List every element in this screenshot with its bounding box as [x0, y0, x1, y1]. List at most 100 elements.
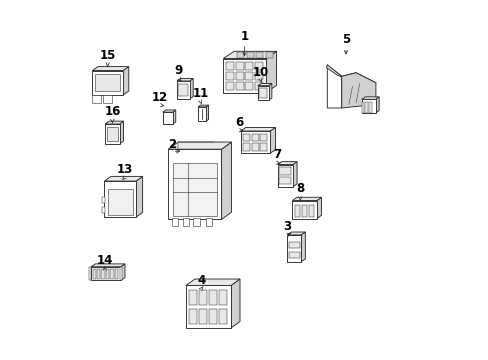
Bar — [301, 205, 306, 217]
Bar — [287, 235, 301, 262]
Bar — [235, 62, 243, 70]
Polygon shape — [104, 176, 142, 181]
Bar — [259, 88, 266, 98]
Text: 2: 2 — [168, 138, 176, 150]
Bar — [105, 124, 120, 144]
Bar — [115, 269, 118, 279]
Bar — [199, 309, 207, 324]
Bar — [177, 81, 189, 99]
Polygon shape — [287, 232, 305, 235]
Bar — [235, 72, 243, 80]
Polygon shape — [268, 84, 271, 100]
Text: 9: 9 — [175, 64, 183, 77]
Text: 6: 6 — [235, 116, 244, 129]
Bar — [254, 82, 262, 90]
Polygon shape — [223, 51, 276, 58]
Bar — [209, 309, 217, 324]
Bar — [240, 131, 269, 153]
Bar — [209, 290, 217, 305]
Bar — [163, 112, 172, 124]
Polygon shape — [185, 279, 240, 285]
Bar — [235, 82, 243, 90]
Text: 1: 1 — [240, 30, 248, 42]
Bar — [178, 84, 188, 96]
Bar — [120, 267, 122, 280]
Bar — [243, 134, 249, 141]
Polygon shape — [230, 279, 240, 328]
Polygon shape — [172, 110, 175, 124]
Polygon shape — [121, 264, 125, 280]
Bar — [237, 52, 244, 58]
Polygon shape — [257, 84, 271, 86]
Bar — [168, 149, 221, 220]
Bar — [254, 62, 262, 70]
Text: 4: 4 — [197, 274, 205, 287]
Bar — [110, 269, 113, 279]
Bar — [251, 143, 258, 151]
Bar — [193, 218, 200, 226]
Bar — [106, 269, 109, 279]
Bar — [260, 134, 266, 141]
Bar — [245, 82, 253, 90]
Polygon shape — [326, 65, 375, 86]
Bar — [97, 269, 100, 279]
Text: 13: 13 — [117, 163, 133, 176]
Bar — [205, 218, 212, 226]
Polygon shape — [292, 197, 321, 201]
Bar — [102, 197, 105, 203]
Bar — [256, 52, 263, 58]
Polygon shape — [316, 197, 321, 219]
Polygon shape — [163, 110, 175, 112]
Polygon shape — [205, 105, 208, 121]
Text: 7: 7 — [272, 148, 281, 161]
Bar — [226, 82, 234, 90]
Bar — [294, 205, 300, 217]
Bar — [308, 205, 314, 217]
Polygon shape — [105, 121, 123, 124]
Bar — [251, 134, 258, 141]
Polygon shape — [361, 97, 378, 99]
Polygon shape — [177, 78, 193, 81]
Bar — [245, 72, 253, 80]
Polygon shape — [221, 142, 231, 220]
Bar — [189, 290, 197, 305]
Bar — [92, 95, 101, 103]
Bar — [245, 62, 253, 70]
Bar — [223, 58, 265, 93]
Polygon shape — [326, 65, 341, 108]
Bar — [199, 290, 207, 305]
Bar — [198, 107, 205, 121]
Bar — [101, 269, 104, 279]
Polygon shape — [136, 176, 142, 217]
Bar — [257, 86, 268, 100]
Bar — [226, 72, 234, 80]
Bar — [265, 52, 272, 58]
Bar — [171, 218, 178, 226]
Polygon shape — [301, 232, 305, 262]
Bar — [182, 218, 189, 226]
Polygon shape — [375, 97, 378, 113]
Polygon shape — [240, 127, 275, 131]
Text: 11: 11 — [192, 87, 208, 100]
Bar — [365, 102, 367, 113]
Bar — [361, 99, 375, 113]
Polygon shape — [277, 162, 296, 165]
Text: 3: 3 — [283, 220, 291, 233]
Bar — [226, 62, 234, 70]
Bar — [246, 52, 253, 58]
Polygon shape — [168, 142, 231, 149]
Bar — [108, 189, 132, 215]
Bar — [103, 95, 112, 103]
Bar — [92, 269, 96, 279]
Text: 16: 16 — [104, 105, 121, 118]
Polygon shape — [123, 67, 128, 95]
Bar — [104, 181, 136, 217]
Bar — [95, 74, 120, 91]
Bar — [107, 127, 118, 141]
Bar — [102, 207, 105, 213]
Bar — [89, 267, 91, 280]
Polygon shape — [198, 105, 208, 107]
Bar — [279, 167, 291, 175]
Polygon shape — [91, 264, 125, 267]
Polygon shape — [120, 121, 123, 144]
